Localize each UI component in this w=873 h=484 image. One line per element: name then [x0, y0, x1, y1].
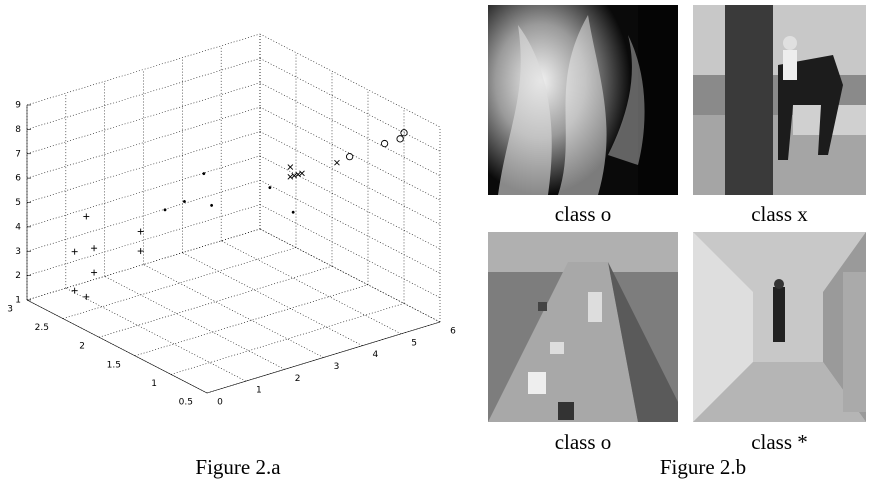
grid-line	[171, 303, 404, 374]
z-tick-label: 5	[15, 198, 21, 208]
z-tick-label: 8	[15, 125, 21, 135]
x-tick-label: 5	[411, 338, 417, 348]
z-tick-label: 2	[15, 271, 21, 281]
data-point	[211, 204, 213, 206]
grid-line	[260, 34, 440, 127]
figure-caption: Figure 2.b	[588, 455, 818, 480]
marker-part	[203, 173, 205, 175]
grid-line	[27, 107, 260, 178]
data-point	[72, 288, 78, 294]
y-tick-label: 1.5	[107, 360, 121, 370]
data-point	[138, 229, 144, 235]
z-tick-label: 9	[15, 101, 21, 111]
data-point	[381, 140, 387, 146]
data-point	[269, 187, 271, 189]
figure-caption: Figure 2.a	[138, 455, 338, 480]
panel-caption: class *	[693, 430, 866, 455]
grid-line	[221, 241, 401, 334]
grid-line	[27, 58, 260, 129]
grid-line	[260, 58, 440, 151]
y-tick-label: 1	[151, 379, 157, 389]
data-point	[299, 171, 304, 176]
grid-line	[260, 205, 440, 298]
data-point	[292, 211, 294, 213]
grid-line	[144, 265, 324, 358]
marker-part	[381, 140, 387, 146]
grid-line	[99, 266, 332, 337]
data-point	[72, 249, 78, 255]
data-point	[203, 173, 205, 175]
photo-fire	[488, 5, 678, 195]
data-point	[288, 165, 293, 170]
panel-caption: class o	[488, 202, 678, 227]
x-axis	[207, 322, 440, 393]
z-tick-label: 6	[15, 174, 21, 184]
x-tick-label: 1	[256, 386, 262, 396]
data-point	[91, 245, 97, 251]
grid-line	[260, 83, 440, 176]
data-point	[346, 153, 352, 159]
marker-part	[269, 187, 271, 189]
x-tick-label: 4	[372, 350, 378, 360]
data-point	[334, 160, 339, 165]
data-point	[296, 172, 301, 177]
photo-corridor	[693, 232, 866, 422]
data-point	[397, 136, 403, 142]
y-tick-label: 2.5	[35, 323, 49, 333]
data-point	[288, 174, 293, 179]
z-tick-label: 3	[15, 247, 21, 257]
panel-caption: class x	[693, 202, 866, 227]
grid-line	[105, 276, 285, 369]
z-tick-label: 1	[15, 296, 21, 306]
x-tick-label: 0	[217, 398, 223, 408]
photo-highway	[488, 232, 678, 422]
grid-line	[260, 132, 440, 225]
z-tick-label: 4	[15, 222, 21, 232]
grid-line	[66, 288, 246, 381]
marker-part	[397, 136, 403, 142]
grid-line	[182, 253, 362, 346]
data-point	[83, 213, 89, 219]
data-point	[183, 200, 185, 202]
photo-horse	[693, 5, 866, 195]
y-axis	[27, 300, 207, 393]
marker-part	[211, 204, 213, 206]
data-point	[164, 209, 166, 211]
panel-caption: class o	[488, 430, 678, 455]
x-tick-label: 3	[334, 362, 340, 372]
marker-part	[292, 211, 294, 213]
grid-line	[260, 180, 440, 273]
marker-part	[183, 200, 185, 202]
y-tick-label: 2	[79, 342, 85, 352]
data-point	[138, 248, 144, 254]
data-point	[83, 294, 89, 300]
marker-part	[346, 153, 352, 159]
marker-part	[164, 209, 166, 211]
y-tick-label: 0.5	[179, 398, 193, 408]
data-point	[292, 173, 297, 178]
grid-line	[260, 156, 440, 249]
figure-page: 01234560.511.522.53123456789 Figure 2.a …	[0, 0, 873, 484]
x-tick-label: 2	[295, 374, 301, 384]
x-tick-label: 6	[450, 327, 456, 337]
z-tick-label: 7	[15, 149, 21, 159]
data-point	[91, 270, 97, 276]
y-tick-label: 3	[7, 305, 13, 315]
